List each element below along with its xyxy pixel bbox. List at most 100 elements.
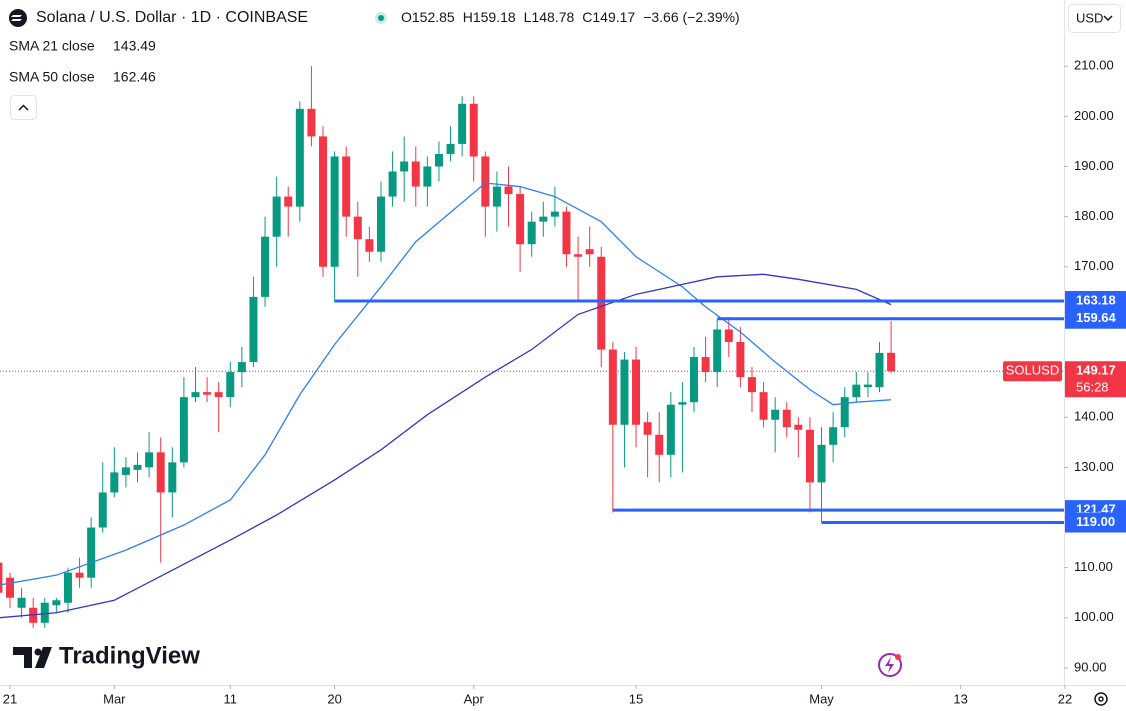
x-tick-label: 22 xyxy=(1058,691,1072,706)
price-tag-value: 149.17 xyxy=(1076,363,1116,378)
ohlc-close: C149.17 xyxy=(582,9,635,25)
candle-body xyxy=(17,597,26,608)
candle-body xyxy=(574,254,583,257)
candle-body xyxy=(782,409,791,428)
candle-body xyxy=(492,186,501,207)
settings-icon[interactable] xyxy=(1094,692,1108,706)
candle-body xyxy=(168,462,177,493)
candle-body xyxy=(643,422,652,435)
candle-body xyxy=(214,392,223,398)
ohlc-high: H159.18 xyxy=(463,9,516,25)
watermark-logo-dot xyxy=(34,648,42,656)
ohlc-open: O152.85 xyxy=(401,9,455,25)
ohlc: O152.85 H159.18 L148.78 C149.17 −3.66 (−2.39… xyxy=(401,9,740,25)
sma-line xyxy=(0,273,892,619)
candle-body xyxy=(87,527,96,578)
candle-body xyxy=(550,211,559,217)
candle-body xyxy=(817,444,826,483)
level-tag xyxy=(1065,308,1126,329)
candle-body xyxy=(145,452,154,468)
y-tick-label: 190.00 xyxy=(1074,158,1114,173)
candle-body xyxy=(562,211,571,255)
alert-badge xyxy=(895,654,901,660)
candle-body xyxy=(191,392,200,398)
candle-body xyxy=(690,357,699,403)
candle-body xyxy=(110,472,119,493)
candle-body xyxy=(237,362,246,373)
candle-body xyxy=(226,372,235,398)
watermark-logo xyxy=(13,647,52,668)
candle-body xyxy=(342,156,351,217)
y-tick-label: 100.00 xyxy=(1074,609,1114,624)
candle-body xyxy=(330,156,339,267)
sma-line xyxy=(0,182,892,586)
candle-body xyxy=(794,424,803,430)
candle-body xyxy=(156,452,165,493)
y-tick-label: 170.00 xyxy=(1074,258,1114,273)
candle-body xyxy=(585,249,594,255)
candle-body xyxy=(295,108,304,207)
legend-name[interactable]: SMA 21 close xyxy=(9,38,95,54)
collapse-icon xyxy=(18,104,29,111)
x-tick-label: Mar xyxy=(103,691,126,706)
candle-body xyxy=(319,136,328,267)
candle-body xyxy=(516,194,525,245)
watermark: TradingView xyxy=(13,642,200,669)
candle-body xyxy=(121,467,130,475)
y-tick-label: 130.00 xyxy=(1074,459,1114,474)
candle-body xyxy=(365,239,374,252)
candle-body xyxy=(527,221,536,245)
candle-body xyxy=(805,429,814,483)
y-tick-label: 110.00 xyxy=(1074,559,1113,574)
candle-body xyxy=(434,153,443,167)
currency-button[interactable] xyxy=(1068,4,1121,33)
candle-body xyxy=(481,156,490,207)
legend-name[interactable]: SMA 50 close xyxy=(9,69,95,85)
candle-body xyxy=(458,103,467,144)
level-label: 119.00 xyxy=(1076,514,1115,529)
candle-body xyxy=(863,384,872,388)
candle-body xyxy=(504,186,513,195)
candle-body xyxy=(655,434,664,455)
candle-body xyxy=(771,409,780,420)
candle-body xyxy=(411,161,420,187)
x-tick-label: 13 xyxy=(953,691,967,706)
candle-body xyxy=(701,357,710,373)
candle-body xyxy=(249,296,258,363)
price-tag xyxy=(1065,361,1126,398)
x-tick-label: 20 xyxy=(327,691,341,706)
candle-body xyxy=(261,236,270,297)
candle-body xyxy=(272,196,281,237)
collapse-button[interactable] xyxy=(10,95,37,120)
x-tick-label: 21 xyxy=(3,691,17,706)
candle-body xyxy=(632,359,641,425)
level-tag xyxy=(1065,512,1126,533)
candle-body xyxy=(608,349,617,425)
symbol-tag xyxy=(1003,361,1062,382)
candle-body xyxy=(5,577,14,598)
x-tick-label: May xyxy=(809,691,834,706)
currency-chevron xyxy=(1103,15,1113,22)
ohlc-low: L148.78 xyxy=(524,9,575,25)
candle-body xyxy=(620,359,629,425)
level-label: 159.64 xyxy=(1076,310,1117,325)
symbol-logo-mark xyxy=(11,15,22,21)
candle-body xyxy=(829,427,838,445)
candle-body xyxy=(423,166,432,187)
x-tick-label: Apr xyxy=(464,691,485,706)
settings-icon-core xyxy=(1098,696,1104,702)
y-tick-label: 200.00 xyxy=(1074,108,1114,123)
candle-body xyxy=(353,216,362,240)
y-tick-label: 210.00 xyxy=(1074,58,1114,73)
candle-body xyxy=(887,352,896,372)
candle-body xyxy=(759,392,768,420)
y-tick-label: 140.00 xyxy=(1074,409,1114,424)
price-tag-countdown: 56:28 xyxy=(1076,380,1109,395)
alert-icon[interactable] xyxy=(878,653,902,677)
x-tick-label: 15 xyxy=(629,691,643,706)
candle-body xyxy=(666,404,675,455)
candle-body xyxy=(678,402,687,405)
watermark-text: TradingView xyxy=(59,642,200,669)
candle-body xyxy=(539,216,548,222)
